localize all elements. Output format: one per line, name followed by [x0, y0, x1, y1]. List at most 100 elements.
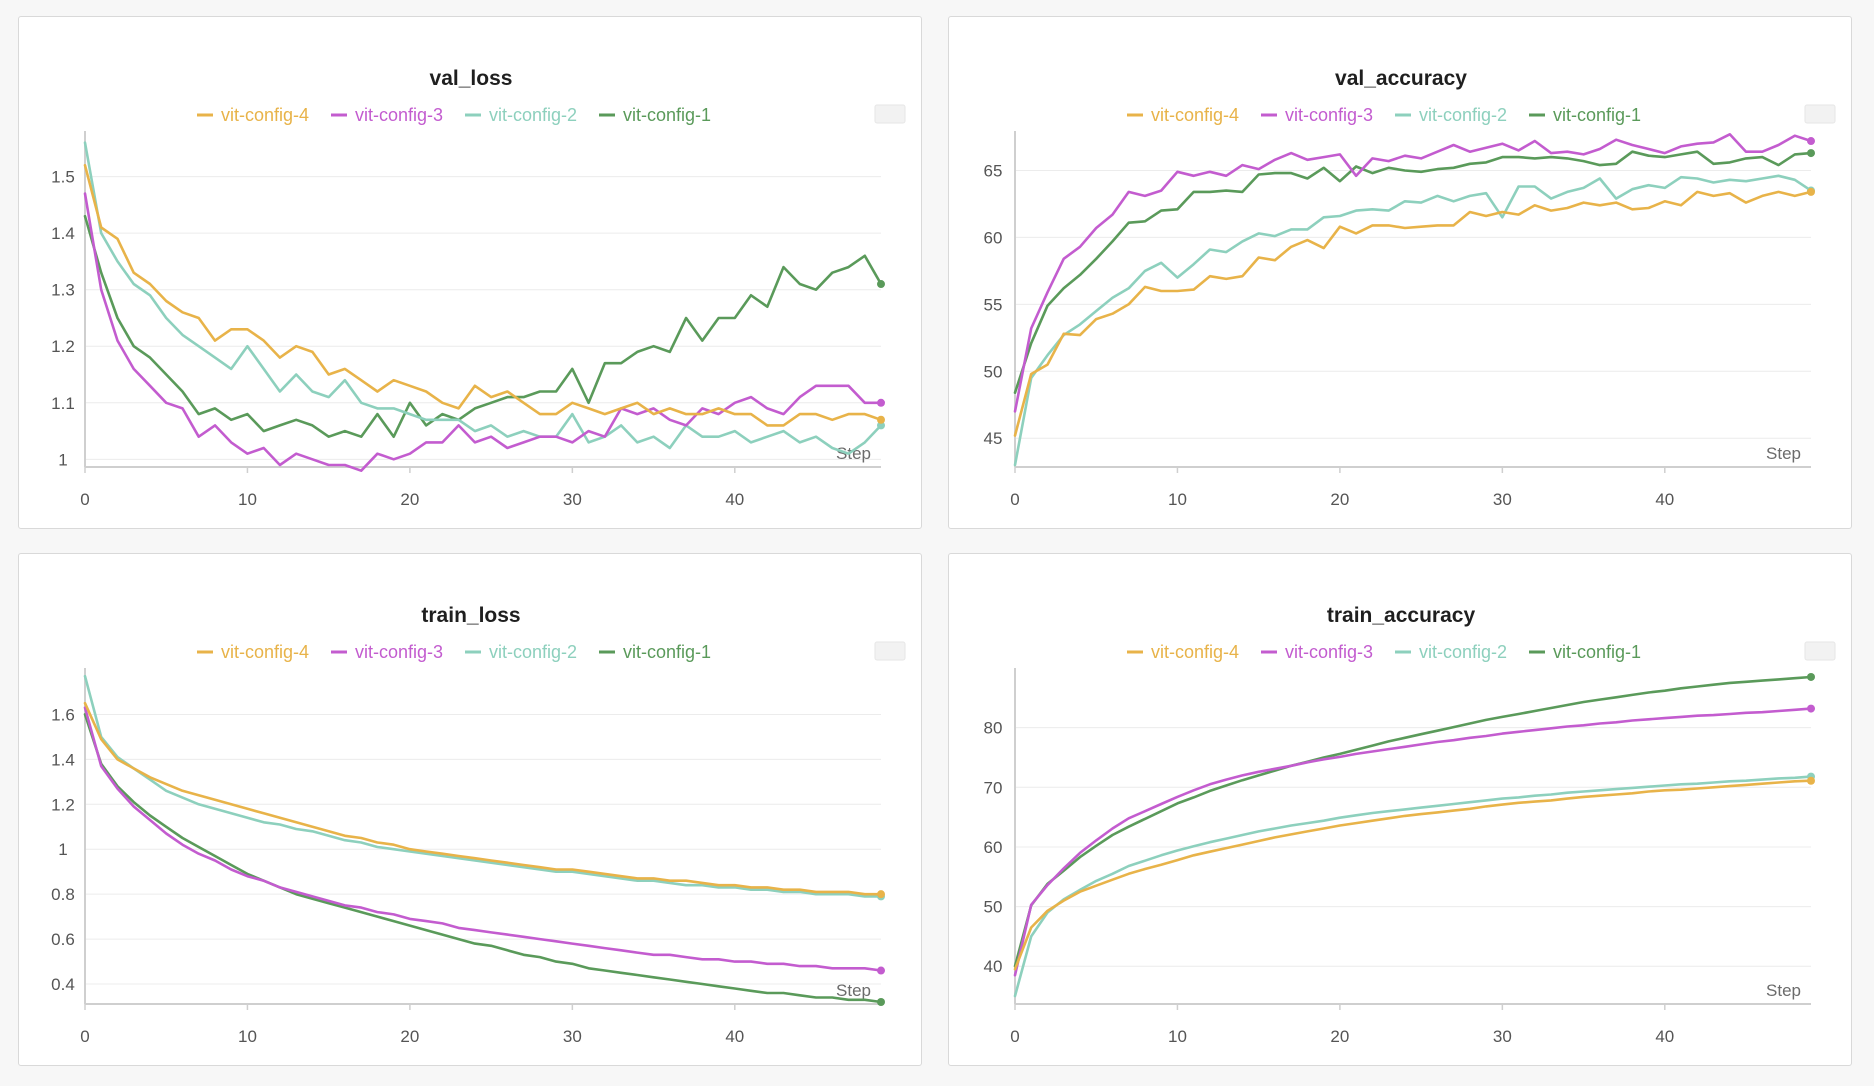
legend-item-vit-config-4[interactable]: vit-config-4: [197, 642, 309, 662]
series-line-vit-config-4[interactable]: [83, 164, 883, 427]
legend-overflow-box[interactable]: [1804, 104, 1836, 124]
series-endpoint-vit-config-3[interactable]: [877, 966, 885, 975]
series-line-vit-config-3[interactable]: [83, 706, 883, 972]
legend-label: vit-config-1: [1553, 642, 1641, 662]
legend-label: vit-config-4: [221, 105, 309, 125]
x-axis-label: Step: [836, 444, 871, 463]
x-tick-label: 0: [1010, 1027, 1019, 1046]
legend-item-vit-config-3[interactable]: vit-config-3: [331, 105, 443, 125]
x-tick-label: 0: [80, 1027, 89, 1046]
legend-item-vit-config-4[interactable]: vit-config-4: [1127, 642, 1239, 662]
series-line-vit-config-2[interactable]: [83, 674, 883, 898]
y-tick-label: 1.4: [51, 224, 75, 243]
legend-item-vit-config-1[interactable]: vit-config-1: [1529, 642, 1641, 662]
legend-label: vit-config-3: [355, 105, 443, 125]
legend-label: vit-config-1: [623, 105, 711, 125]
legend-label: vit-config-3: [1285, 105, 1373, 125]
series-endpoint-vit-config-1[interactable]: [877, 280, 885, 289]
legend-item-vit-config-3[interactable]: vit-config-3: [331, 642, 443, 662]
y-tick-label: 50: [984, 362, 1003, 381]
chart-panel-val-loss: val_loss vit-config-4 vit-config-3 vit-conf…: [18, 16, 922, 529]
chart-svg: val_accuracy vit-config-4 vit-config-3 vit-…: [984, 67, 1836, 509]
legend-label: vit-config-1: [1553, 105, 1641, 125]
y-tick-label: 60: [984, 228, 1003, 247]
series-endpoint-vit-config-3[interactable]: [1807, 137, 1815, 146]
series-line-vit-config-1[interactable]: [1013, 675, 1813, 968]
series-line-vit-config-2[interactable]: [83, 141, 883, 456]
legend-item-vit-config-3[interactable]: vit-config-3: [1261, 105, 1373, 125]
y-tick-label: 55: [984, 295, 1003, 314]
legend-label: vit-config-2: [489, 642, 577, 662]
x-tick-label: 20: [1330, 1027, 1349, 1046]
legend-item-vit-config-2[interactable]: vit-config-2: [1395, 642, 1507, 662]
legend-label: vit-config-4: [221, 642, 309, 662]
series-endpoint-vit-config-4[interactable]: [1807, 187, 1815, 196]
legend-item-vit-config-2[interactable]: vit-config-2: [465, 105, 577, 125]
y-tick-label: 1.2: [51, 795, 75, 814]
y-tick-label: 50: [984, 898, 1003, 917]
series-line-vit-config-3[interactable]: [83, 192, 883, 473]
y-tick-label: 1.3: [51, 281, 75, 300]
y-tick-label: 1.4: [51, 750, 75, 769]
legend-overflow-box[interactable]: [874, 104, 906, 124]
legend-item-vit-config-2[interactable]: vit-config-2: [1395, 105, 1507, 125]
x-tick-label: 40: [725, 1027, 744, 1046]
y-tick-label: 70: [984, 778, 1003, 797]
chart-title: train_accuracy: [1327, 604, 1476, 627]
series-endpoint-vit-config-4[interactable]: [1807, 776, 1815, 785]
x-tick-label: 20: [400, 490, 419, 509]
legend-item-vit-config-4[interactable]: vit-config-4: [197, 105, 309, 125]
legend-item-vit-config-3[interactable]: vit-config-3: [1261, 642, 1373, 662]
y-tick-label: 0.6: [51, 930, 75, 949]
y-tick-label: 80: [984, 719, 1003, 738]
series-line-vit-config-2[interactable]: [1013, 174, 1813, 467]
series-line-vit-config-4[interactable]: [83, 701, 883, 896]
y-tick-label: 65: [984, 161, 1003, 180]
series-line-vit-config-1[interactable]: [83, 713, 883, 1004]
x-tick-label: 10: [238, 1027, 257, 1046]
chart-panel-train-accuracy: train_accuracy vit-config-4 vit-config-3 vi…: [948, 553, 1852, 1066]
series-endpoint-vit-config-1[interactable]: [877, 998, 885, 1006]
series-endpoint-vit-config-1[interactable]: [1807, 149, 1815, 158]
y-tick-label: 60: [984, 838, 1003, 857]
chart-title: train_loss: [421, 604, 520, 627]
series-line-vit-config-1[interactable]: [1013, 150, 1813, 395]
y-tick-label: 0.8: [51, 885, 75, 904]
series-line-vit-config-4[interactable]: [1013, 190, 1813, 437]
legend-label: vit-config-2: [1419, 642, 1507, 662]
chart-svg: train_loss vit-config-4 vit-config-3 vit-co…: [51, 604, 906, 1046]
y-tick-label: 1: [58, 840, 67, 859]
chart-legend: vit-config-4 vit-config-3 vit-config-2 vit-…: [1127, 642, 1641, 662]
legend-overflow-box[interactable]: [874, 641, 906, 661]
x-axis-label: Step: [1766, 981, 1801, 1000]
legend-item-vit-config-2[interactable]: vit-config-2: [465, 642, 577, 662]
legend-label: vit-config-4: [1151, 105, 1239, 125]
series-endpoint-vit-config-1[interactable]: [1807, 672, 1815, 681]
series-endpoint-vit-config-3[interactable]: [1807, 704, 1815, 713]
x-tick-label: 30: [1493, 1027, 1512, 1046]
x-tick-label: 40: [725, 490, 744, 509]
legend-item-vit-config-4[interactable]: vit-config-4: [1127, 105, 1239, 125]
series-endpoint-vit-config-3[interactable]: [877, 398, 885, 407]
x-tick-label: 40: [1655, 490, 1674, 509]
series-endpoint-vit-config-4[interactable]: [877, 415, 885, 424]
x-tick-label: 20: [400, 1027, 419, 1046]
series-endpoint-vit-config-2[interactable]: [877, 421, 885, 430]
series-endpoint-vit-config-4[interactable]: [877, 890, 885, 899]
legend-item-vit-config-1[interactable]: vit-config-1: [599, 105, 711, 125]
y-tick-label: 1.5: [51, 168, 75, 187]
legend-overflow-box[interactable]: [1804, 641, 1836, 661]
series-line-vit-config-3[interactable]: [1013, 133, 1813, 413]
x-tick-label: 20: [1330, 490, 1349, 509]
y-tick-label: 0.4: [51, 975, 75, 994]
legend-item-vit-config-1[interactable]: vit-config-1: [599, 642, 711, 662]
x-tick-label: 40: [1655, 1027, 1674, 1046]
series-line-vit-config-3[interactable]: [1013, 707, 1813, 977]
series-line-vit-config-2[interactable]: [1013, 775, 1813, 998]
x-tick-label: 10: [1168, 490, 1187, 509]
chart-title: val_accuracy: [1335, 67, 1467, 90]
legend-item-vit-config-1[interactable]: vit-config-1: [1529, 105, 1641, 125]
series-line-vit-config-1[interactable]: [83, 214, 883, 439]
series-line-vit-config-4[interactable]: [1013, 779, 1813, 971]
